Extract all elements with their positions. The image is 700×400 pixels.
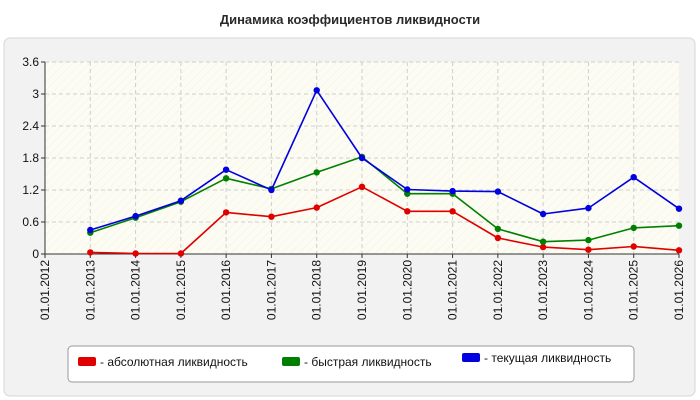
data-point[interactable] <box>449 208 456 215</box>
legend-label-absolute: - абсолютная ликвидность <box>100 355 248 369</box>
y-tick-label: 3.6 <box>22 55 39 69</box>
data-point[interactable] <box>268 186 275 194</box>
data-point[interactable] <box>132 250 139 257</box>
series-2 <box>87 87 683 234</box>
legend-label-quick: - быстрая ликвидность <box>304 355 432 369</box>
data-point[interactable] <box>585 246 592 253</box>
data-point[interactable] <box>313 169 320 176</box>
legend-box <box>67 345 635 383</box>
data-point[interactable] <box>494 234 502 242</box>
series-0 <box>87 183 683 257</box>
x-tick-label: 01.01.2016 <box>219 260 233 320</box>
x-tick-label: 01.01.2025 <box>627 260 641 320</box>
data-point[interactable] <box>404 208 411 215</box>
x-tick-label: 01.01.2019 <box>355 260 369 320</box>
x-tick-label: 01.01.2021 <box>446 260 460 320</box>
data-point[interactable] <box>675 247 683 254</box>
data-point[interactable] <box>539 238 547 245</box>
data-point[interactable] <box>313 87 320 94</box>
x-tick-label: 01.01.2015 <box>174 260 188 320</box>
y-tick-label: 1.8 <box>22 151 39 165</box>
data-point[interactable] <box>494 225 502 233</box>
data-point[interactable] <box>358 154 366 162</box>
chart-title: Динамика коэффициентов ликвидности <box>220 12 480 27</box>
grid <box>45 61 679 254</box>
y-tick-label: 0.6 <box>22 215 39 229</box>
data-point[interactable] <box>539 243 547 251</box>
data-point[interactable] <box>585 236 592 244</box>
data-point[interactable] <box>630 224 637 232</box>
x-tick-label: 01.01.2013 <box>83 260 97 320</box>
data-point[interactable] <box>268 213 275 220</box>
legend-item-absolute[interactable]: - абсолютная ликвидность <box>78 355 248 369</box>
data-point[interactable] <box>539 210 547 218</box>
x-tick-label: 01.01.2024 <box>581 260 595 320</box>
data-point[interactable] <box>177 250 185 257</box>
data-point[interactable] <box>222 175 230 182</box>
y-tick-labels: 0 0.6 1.2 1.8 2.4 3 3.6 <box>22 55 45 261</box>
data-point[interactable] <box>313 204 320 211</box>
y-tick-label: 0 <box>32 247 39 261</box>
data-point[interactable] <box>222 209 230 216</box>
x-tick-label: 01.01.2020 <box>400 260 414 320</box>
data-point[interactable] <box>449 187 456 195</box>
data-point[interactable] <box>675 205 683 212</box>
series-line <box>90 89 680 231</box>
y-tick-label: 1.2 <box>22 183 39 197</box>
data-point[interactable] <box>358 183 366 190</box>
x-tick-label: 01.01.2017 <box>264 260 278 320</box>
x-tick-label: 01.01.2018 <box>310 260 324 320</box>
legend-swatch-quick <box>282 357 300 366</box>
legend-swatch-current <box>462 353 480 362</box>
x-tick-label: 01.01.2014 <box>129 260 143 320</box>
data-point[interactable] <box>630 174 637 181</box>
x-tick-labels: 01.01.2012 01.01.2013 01.01.2014 01.01.2015… <box>38 254 686 320</box>
legend-item-quick[interactable]: - быстрая ликвидность <box>282 355 432 369</box>
x-tick-label: 01.01.2026 <box>672 260 686 320</box>
data-point[interactable] <box>222 166 230 173</box>
data-point[interactable] <box>87 226 94 234</box>
data-point[interactable] <box>585 204 592 212</box>
data-point[interactable] <box>404 186 411 193</box>
data-point[interactable] <box>87 249 94 256</box>
legend-item-current[interactable]: - текущая ликвидность <box>462 351 611 365</box>
x-tick-label: 01.01.2023 <box>536 260 550 320</box>
series-line <box>90 156 680 243</box>
data-point[interactable] <box>494 188 502 195</box>
x-tick-label: 01.01.2012 <box>38 260 52 320</box>
legend-label-current: - текущая ликвидность <box>484 351 611 365</box>
data-point[interactable] <box>630 243 637 250</box>
series-line <box>90 186 680 255</box>
x-tick-label: 01.01.2022 <box>491 260 505 320</box>
y-tick-label: 2.4 <box>22 119 39 133</box>
legend-swatch-absolute <box>78 357 96 366</box>
data-point[interactable] <box>675 222 683 229</box>
series <box>87 87 683 257</box>
data-point[interactable] <box>132 212 139 220</box>
y-tick-label: 3 <box>32 87 39 101</box>
data-point[interactable] <box>177 197 185 204</box>
